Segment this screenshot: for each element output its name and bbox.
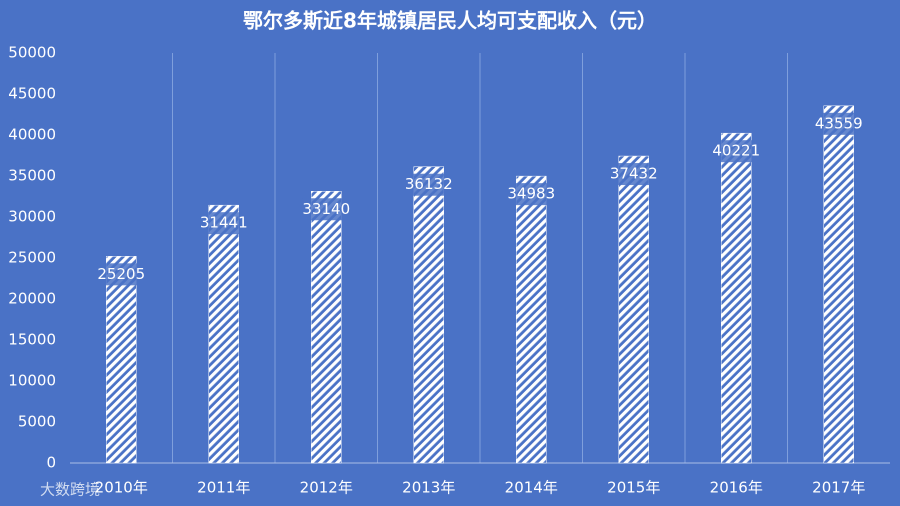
- watermark: 大数跨境: [40, 481, 100, 499]
- data-label-bg: [97, 263, 146, 286]
- y-tick-label: 15000: [8, 331, 56, 349]
- data-label-bg: [404, 173, 453, 196]
- x-tick-label: 2014年: [505, 479, 558, 497]
- x-tick-label: 2012年: [300, 479, 353, 497]
- data-label: 43559: [815, 114, 863, 132]
- x-tick-label: 2017年: [812, 479, 865, 497]
- bar: [516, 175, 547, 464]
- y-tick-label: 0: [46, 454, 56, 472]
- x-tick-label: 2016年: [710, 479, 763, 497]
- x-tick-label: 2010年: [95, 479, 148, 497]
- y-tick-label: 10000: [8, 372, 56, 390]
- data-label: 31441: [200, 214, 248, 232]
- y-tick-label: 20000: [8, 290, 56, 308]
- bar: [413, 166, 444, 464]
- data-label-bg: [609, 163, 658, 186]
- data-label: 33140: [302, 200, 350, 218]
- data-label-bg: [302, 198, 351, 221]
- data-label-bg: [712, 140, 761, 163]
- y-tick-label: 5000: [18, 413, 56, 431]
- data-label: 40221: [712, 142, 760, 160]
- x-tick-label: 2011年: [197, 479, 250, 497]
- bar: [618, 155, 649, 464]
- bar: [208, 204, 239, 464]
- y-tick-label: 35000: [8, 167, 56, 185]
- x-tick-label: 2013年: [402, 479, 455, 497]
- data-label: 37432: [610, 165, 658, 183]
- bar: [823, 105, 854, 464]
- data-label: 36132: [405, 175, 453, 193]
- chart-title: 鄂尔多斯近8年城镇居民人均可支配收入（元）: [243, 9, 657, 33]
- y-tick-label: 50000: [8, 44, 56, 62]
- data-label: 34983: [507, 185, 555, 203]
- data-label-bg: [199, 212, 248, 235]
- data-label-bg: [507, 183, 556, 206]
- y-tick-label: 40000: [8, 126, 56, 144]
- y-tick-label: 30000: [8, 208, 56, 226]
- data-label-bg: [814, 112, 863, 135]
- x-tick-label: 2015年: [607, 479, 660, 497]
- y-tick-label: 25000: [8, 249, 56, 267]
- y-tick-label: 45000: [8, 85, 56, 103]
- bar: [311, 191, 342, 464]
- bar: [721, 132, 752, 464]
- bar: [106, 256, 137, 464]
- data-label: 25205: [97, 265, 145, 283]
